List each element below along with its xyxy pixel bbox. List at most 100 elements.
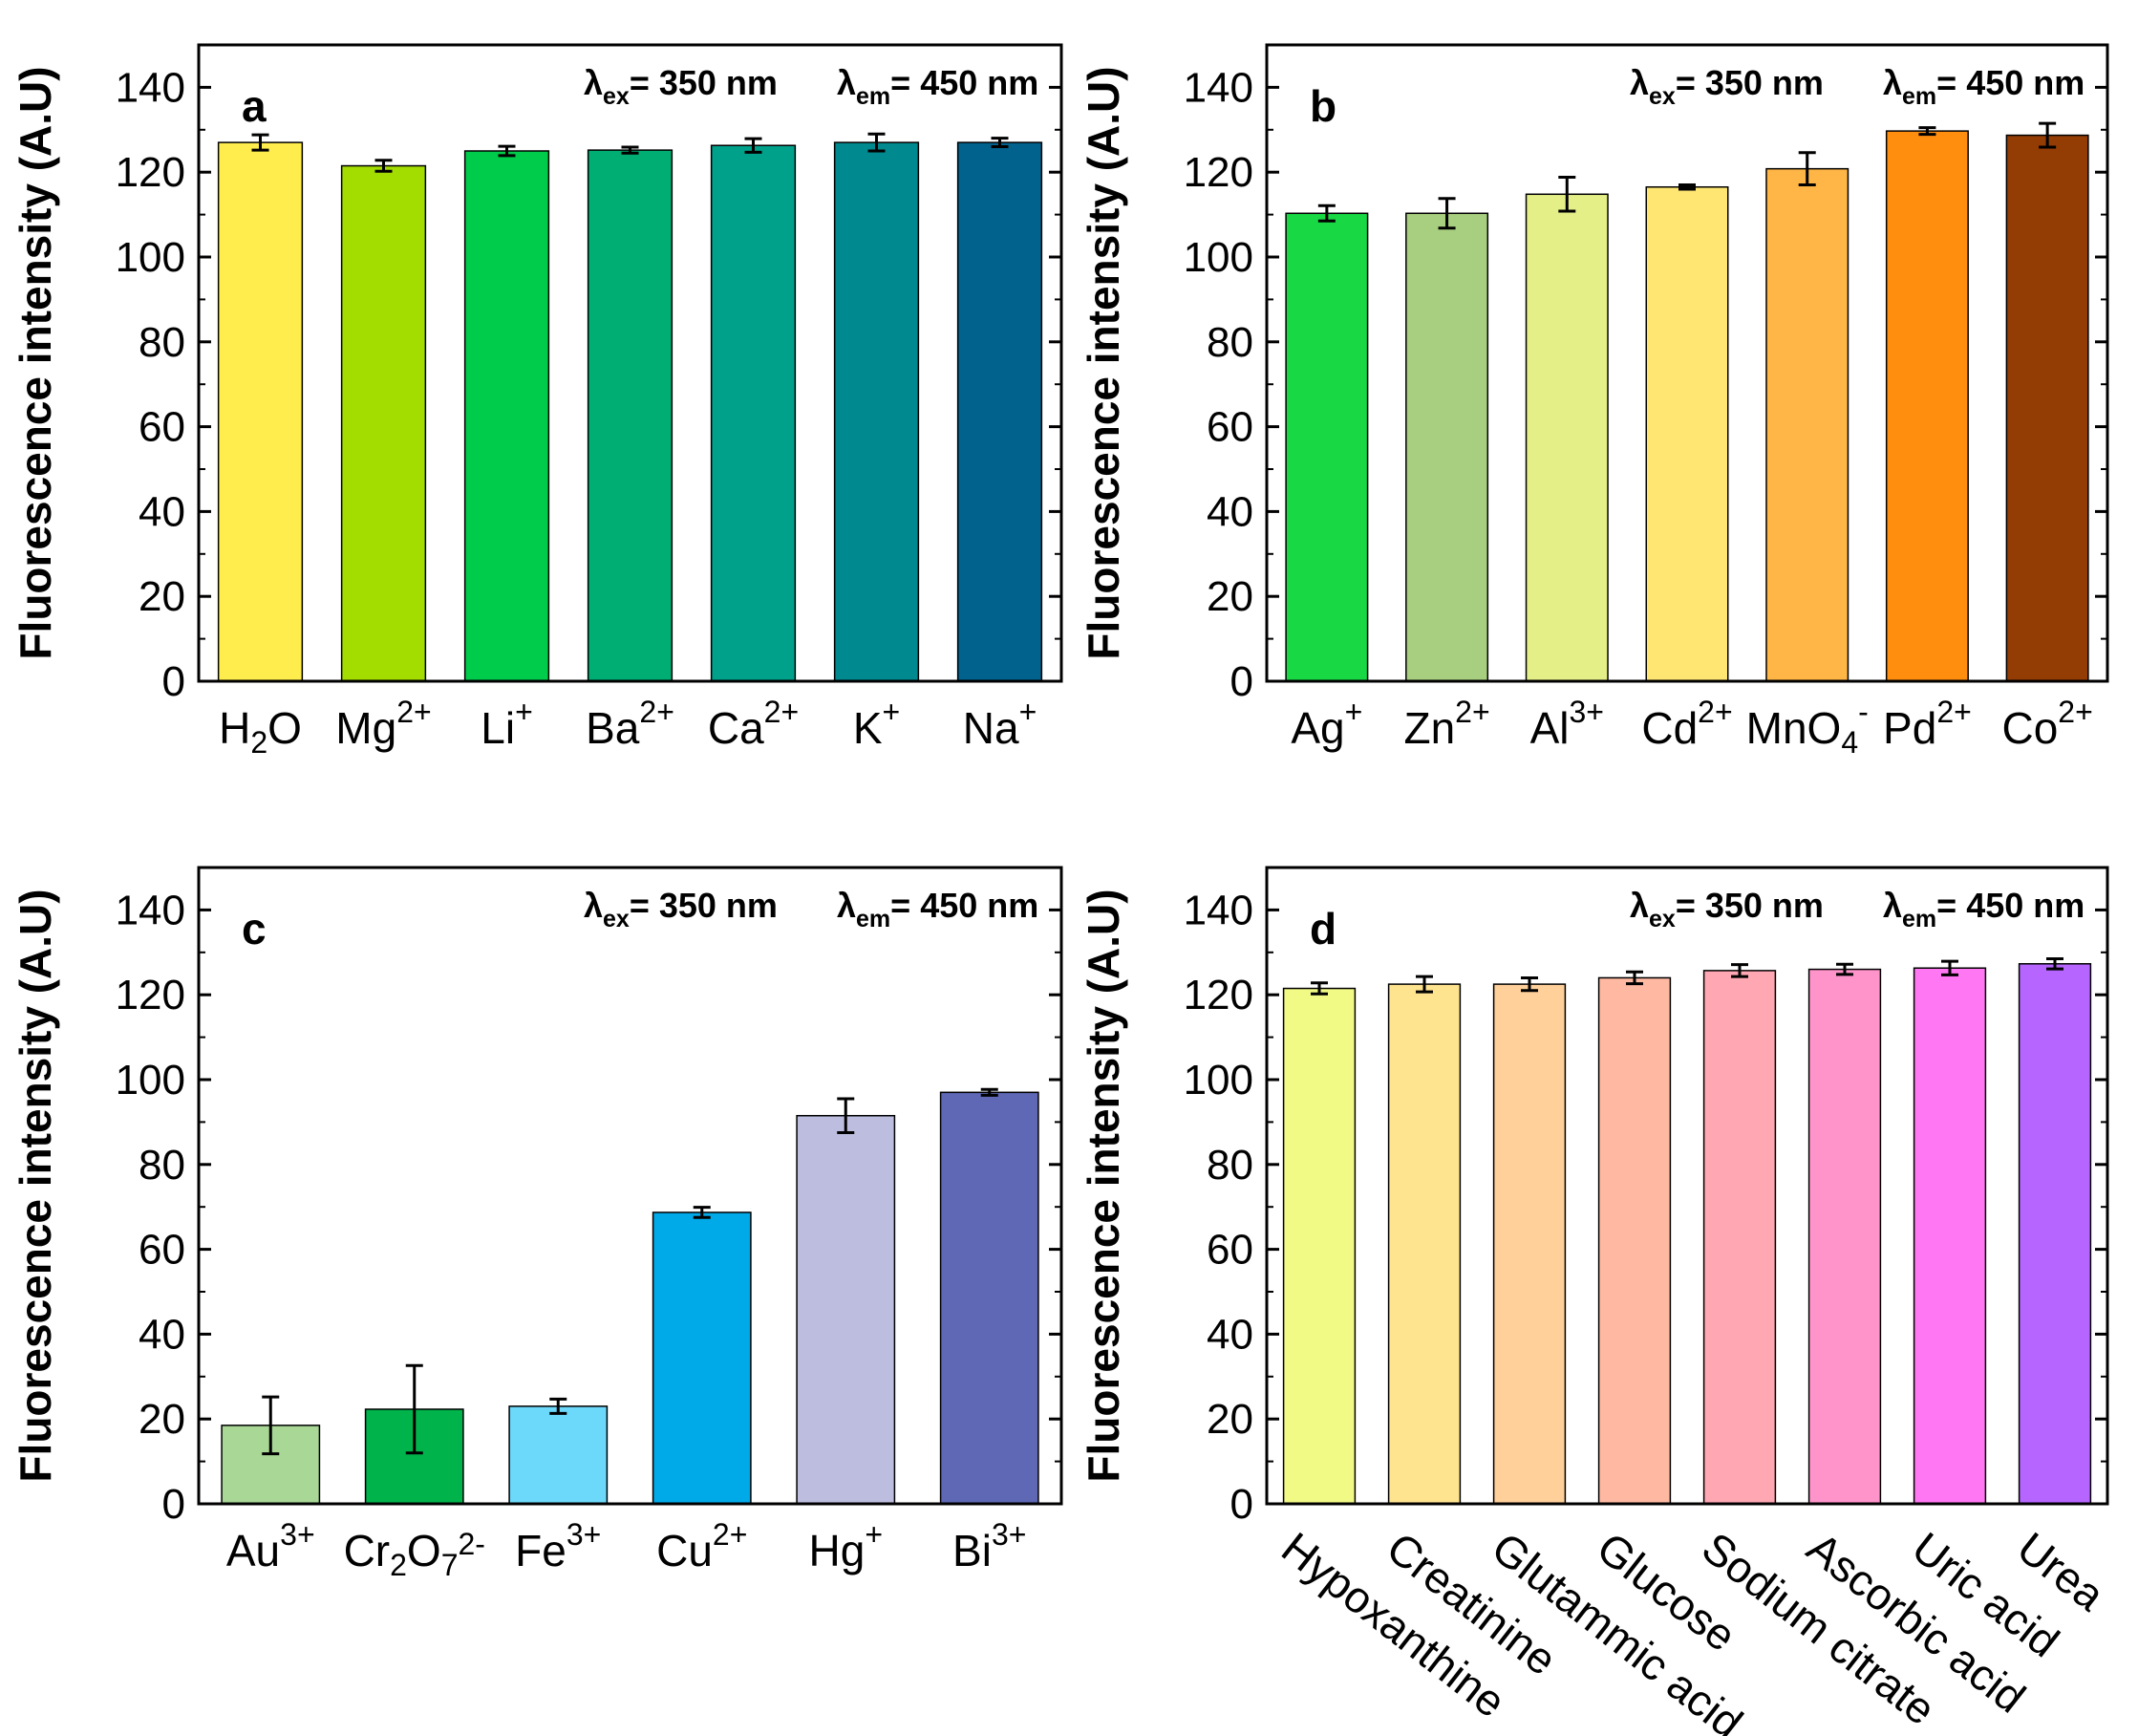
category-label: Au3+ [226, 1517, 315, 1575]
category-label: Ag+ [1291, 695, 1362, 753]
bar [2005, 134, 2089, 682]
bar [587, 149, 673, 682]
panel-b: Ag+ Zn2+ Al3+ Cd2+ MnO4- Pd2+ Co2+ 0 20 40 60 80 100… [1079, 43, 2109, 760]
panel-a: H2O Mg2+ Li+ Ba2+ Ca2+ K+ Na+ 0 20 40 60 80 100 120 14… [11, 43, 1063, 760]
y-tick-label: 40 [1207, 488, 1253, 535]
excitation-annotation: λex= 350 nm [584, 63, 778, 110]
category-label: Ca2+ [708, 695, 799, 753]
category-label: Pd2+ [1883, 695, 1972, 753]
bar [652, 1211, 752, 1505]
emission-annotation: λem= 450 nm [1883, 63, 2085, 110]
category-label: Ba2+ [586, 695, 674, 753]
y-tick-label: 60 [1207, 404, 1253, 451]
emission-annotation: λem= 450 nm [1883, 886, 2085, 932]
bar [1387, 983, 1462, 1505]
bar [1645, 185, 1729, 682]
bar [1807, 968, 1882, 1505]
category-label: Cu2+ [656, 1517, 747, 1575]
category-label: Fe3+ [515, 1517, 601, 1575]
bar [463, 150, 550, 682]
excitation-annotation: λex= 350 nm [584, 886, 778, 932]
plot-frame [1265, 866, 2109, 1506]
y-tick-label: 100 [1184, 1057, 1253, 1104]
y-tick-label: 80 [139, 1142, 185, 1189]
bar [710, 144, 797, 682]
bar [1492, 983, 1567, 1505]
bar [1285, 212, 1369, 682]
category-label: H2O [219, 703, 302, 760]
emission-annotation: λem= 450 nm [837, 63, 1038, 110]
panel-letter: c [242, 904, 267, 954]
y-tick-label: 80 [1207, 319, 1253, 366]
category-label: Co2+ [2001, 695, 2092, 753]
y-tick-label: 120 [116, 149, 185, 196]
bar [217, 141, 304, 682]
y-tick-label: 140 [116, 64, 185, 111]
y-tick-label: 80 [1207, 1142, 1253, 1189]
y-tick-label: 0 [162, 1481, 185, 1528]
category-label: Hg+ [809, 1517, 884, 1575]
panel-c: Au3+ Cr2O72- Fe3+ Cu2+ Hg+ Bi3+ 0 20 40 60 80 100 12… [11, 866, 1063, 1582]
y-axis-label: Fluorescence intensity (A.U) [11, 66, 60, 659]
y-tick-label: 140 [116, 887, 185, 933]
bar [508, 1405, 609, 1505]
bar [1525, 193, 1609, 682]
category-label: Na+ [963, 695, 1037, 753]
category-label: MnO4- [1746, 695, 1869, 760]
y-tick-label: 60 [139, 404, 185, 451]
y-tick-label: 0 [1230, 1481, 1253, 1528]
bar [2018, 963, 2092, 1505]
y-tick-label: 100 [116, 234, 185, 281]
plot-frame [1265, 43, 2109, 683]
y-tick-label: 120 [1184, 149, 1253, 196]
category-label: Li+ [481, 695, 533, 753]
y-tick-label: 120 [116, 972, 185, 1018]
y-tick-label: 100 [1184, 234, 1253, 281]
category-label: Cr2O72- [344, 1526, 485, 1582]
bar [1765, 167, 1849, 682]
y-tick-label: 20 [1207, 1396, 1253, 1443]
bar [833, 141, 920, 682]
y-axis-label: Fluorescence intensity (A.U) [1079, 66, 1128, 659]
category-label: K+ [853, 695, 900, 753]
category-label: Zn2+ [1403, 695, 1489, 753]
bar [796, 1114, 896, 1505]
y-tick-label: 60 [139, 1227, 185, 1274]
panel-letter: d [1310, 904, 1336, 954]
y-tick-label: 140 [1184, 887, 1253, 933]
panel-letter: b [1310, 81, 1336, 131]
bar [1405, 212, 1489, 682]
bar [1913, 967, 1987, 1505]
bar [1597, 976, 1672, 1505]
category-label: Bi3+ [952, 1517, 1026, 1575]
y-tick-label: 140 [1184, 64, 1253, 111]
bar [340, 164, 427, 682]
y-axis-label: Fluorescence intensity (A.U) [11, 889, 60, 1482]
bar [1702, 970, 1777, 1505]
bar [956, 141, 1043, 682]
plot-frame [197, 43, 1063, 683]
y-tick-label: 20 [139, 573, 185, 620]
y-tick-label: 0 [1230, 658, 1253, 705]
y-tick-label: 40 [1207, 1311, 1253, 1358]
emission-annotation: λem= 450 nm [837, 886, 1038, 932]
category-label: Mg2+ [335, 695, 431, 753]
y-tick-label: 20 [1207, 573, 1253, 620]
y-tick-label: 100 [116, 1057, 185, 1104]
panel-letter: a [242, 81, 267, 131]
y-tick-label: 40 [139, 488, 185, 535]
excitation-annotation: λex= 350 nm [1630, 63, 1824, 110]
y-tick-label: 0 [162, 658, 185, 705]
y-tick-label: 60 [1207, 1227, 1253, 1274]
category-label: Al3+ [1530, 695, 1604, 753]
y-tick-label: 120 [1184, 972, 1253, 1018]
y-tick-label: 40 [139, 1311, 185, 1358]
excitation-annotation: λex= 350 nm [1630, 886, 1824, 932]
y-tick-label: 80 [139, 319, 185, 366]
category-label: Cd2+ [1641, 695, 1732, 753]
plot-frame [197, 866, 1063, 1506]
bar [1885, 130, 1969, 682]
y-tick-label: 20 [139, 1396, 185, 1443]
